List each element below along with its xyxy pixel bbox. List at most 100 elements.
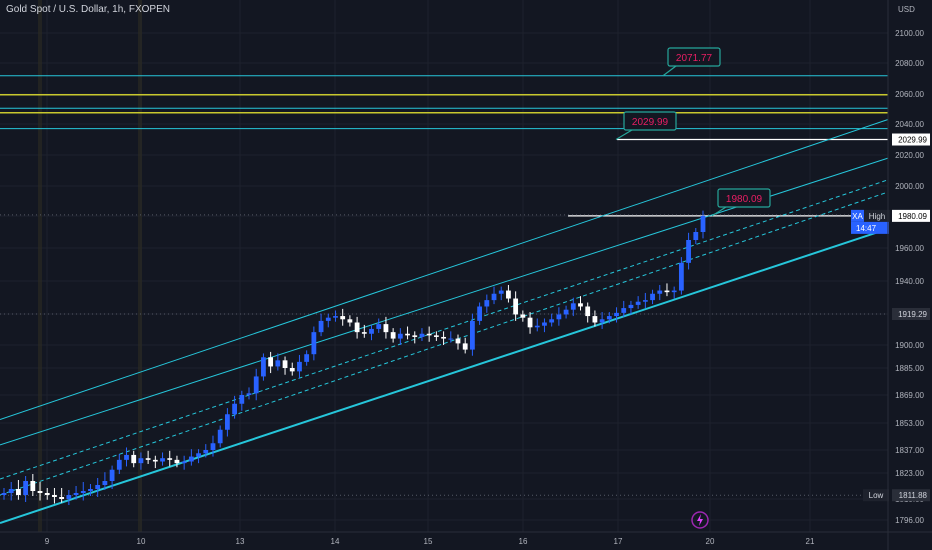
level-callouts: 2071.77 2029.99 1980.09 xyxy=(615,47,771,217)
y-tick-label: 1940.00 xyxy=(895,277,924,286)
candle-body xyxy=(196,453,201,457)
symbol-tag-label: XA xyxy=(852,212,863,221)
candle-body xyxy=(426,333,432,336)
x-tick-label: 20 xyxy=(706,537,715,546)
candle-body xyxy=(297,361,302,372)
candle-body xyxy=(369,328,374,334)
candle-body xyxy=(354,322,360,333)
candle-body xyxy=(181,461,187,464)
x-tick-label: 21 xyxy=(806,537,815,546)
price-tag-note-bg xyxy=(863,489,889,502)
y-tick-label: 1853.00 xyxy=(895,419,924,428)
candle-body xyxy=(347,319,353,323)
candle-body xyxy=(470,320,475,350)
candle-body xyxy=(599,319,605,323)
candle-body xyxy=(239,395,245,404)
candle-body xyxy=(138,458,144,464)
y-tick-label: 2080.00 xyxy=(895,59,924,68)
x-tick-label: 14 xyxy=(331,537,340,546)
chart-title: Gold Spot / U.S. Dollar, 1h, FXOPEN xyxy=(6,4,170,15)
currency-label: USD xyxy=(898,5,915,14)
candle-body xyxy=(383,324,389,333)
channel-line xyxy=(0,119,889,420)
candle-body xyxy=(635,301,641,305)
symbol-tag xyxy=(851,209,864,222)
callout-label: 2071.77 xyxy=(676,53,713,64)
candle-body xyxy=(650,293,655,301)
candle-body xyxy=(484,300,490,307)
candle-body xyxy=(30,481,36,491)
candle-body xyxy=(585,306,591,317)
y-tick-label: 2000.00 xyxy=(895,182,924,191)
x-tick-label: 9 xyxy=(45,537,50,546)
candle-body xyxy=(455,338,461,344)
y-tick-label: 1900.00 xyxy=(895,341,924,350)
candle-body xyxy=(664,290,670,293)
candle-body xyxy=(304,354,310,362)
candle-body xyxy=(671,290,677,293)
y-tick-label: 2040.00 xyxy=(895,120,924,129)
candle-body xyxy=(160,458,165,462)
price-tag xyxy=(892,308,930,320)
x-tick-label: 10 xyxy=(137,537,146,546)
price-tag-note-bg xyxy=(864,209,890,222)
candle-body xyxy=(606,316,612,320)
candle-body xyxy=(405,333,410,336)
candle-body xyxy=(318,320,324,333)
candle-body xyxy=(592,316,598,323)
candle-body xyxy=(556,314,562,320)
candle-body xyxy=(289,368,295,372)
candle-body xyxy=(534,325,540,328)
candle-body xyxy=(441,336,446,339)
candle-body xyxy=(109,469,115,481)
candle-body xyxy=(253,376,259,394)
candle-body xyxy=(224,414,230,430)
candle-body xyxy=(232,403,237,415)
chart-grid xyxy=(0,0,888,532)
candle-body xyxy=(116,459,122,470)
candle-body xyxy=(686,240,691,263)
y-tick-label: 2100.00 xyxy=(895,29,924,38)
candle-body xyxy=(23,481,29,495)
candle-body xyxy=(397,333,403,339)
x-tick-label: 15 xyxy=(424,537,433,546)
y-tick-label: 1960.00 xyxy=(895,244,924,253)
candle-body xyxy=(642,300,648,302)
candle-body xyxy=(614,312,619,317)
candle-body xyxy=(95,485,101,489)
candle-body xyxy=(462,343,468,350)
channel-line xyxy=(0,227,889,524)
candle-body xyxy=(657,290,663,294)
candle-body xyxy=(261,357,266,377)
callout-box xyxy=(623,111,677,131)
countdown-label: 14:47 xyxy=(856,224,877,233)
price-tag-label: 1919.29 xyxy=(898,310,927,319)
candle-body xyxy=(700,215,706,232)
candle-body xyxy=(217,429,223,444)
candle-body xyxy=(390,332,396,339)
candle-body xyxy=(520,314,526,318)
candle-body xyxy=(275,360,281,367)
candle-body xyxy=(491,293,497,301)
candle-body xyxy=(325,317,331,321)
candle-body xyxy=(693,232,699,240)
candle-body xyxy=(73,493,79,495)
candle-body xyxy=(563,309,569,315)
price-tag xyxy=(892,133,930,146)
candle-body xyxy=(448,338,454,340)
candle-body xyxy=(52,495,57,497)
candle-body xyxy=(419,333,425,337)
candle-body xyxy=(152,459,158,462)
session-highlight xyxy=(38,0,42,532)
price-tag-label: 1980.09 xyxy=(898,212,927,221)
x-tick-label: 13 xyxy=(236,537,245,546)
lightning-icon xyxy=(691,511,709,529)
lightning-bolt-icon xyxy=(697,514,703,526)
price-tag-label: 1811.88 xyxy=(899,491,928,500)
candle-body xyxy=(145,458,151,460)
candle-body xyxy=(246,393,252,395)
candle-body xyxy=(477,306,483,321)
candle-body xyxy=(1,493,7,495)
